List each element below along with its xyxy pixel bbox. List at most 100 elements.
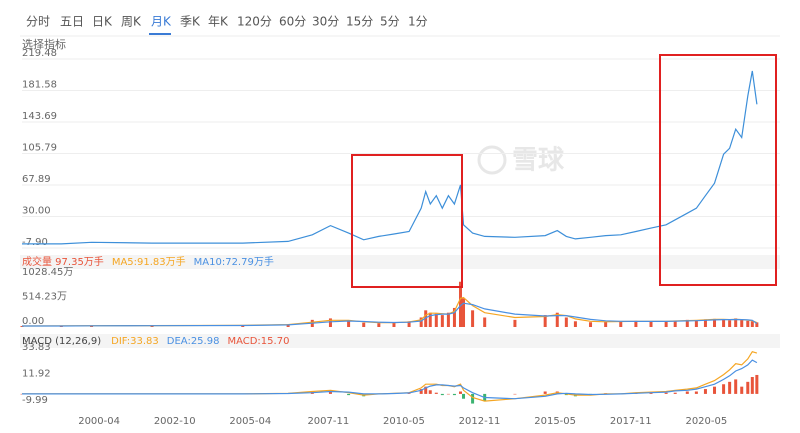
bar xyxy=(513,393,517,395)
bar xyxy=(664,321,668,327)
bar xyxy=(428,312,432,327)
bar xyxy=(634,320,638,327)
legend-entry: 成交量 97.35万手 xyxy=(22,255,104,268)
bar xyxy=(755,322,759,327)
bar xyxy=(434,392,438,394)
bar xyxy=(434,313,438,327)
legend-title: MACD (12,26,9) xyxy=(22,336,101,347)
indicator-selector[interactable]: 选择指标 xyxy=(22,37,66,51)
bar xyxy=(734,379,738,394)
y-tick-label: 219.48 xyxy=(22,48,57,59)
line xyxy=(22,302,758,327)
bar xyxy=(392,322,396,327)
tab[interactable]: 月K xyxy=(151,15,172,29)
y-tick-label: 143.69 xyxy=(22,111,57,122)
bar xyxy=(347,393,351,396)
x-tick-label: 2020-05 xyxy=(685,416,727,427)
bar xyxy=(589,322,593,327)
bar xyxy=(722,319,726,327)
legend-entry: DEA:25.98 xyxy=(167,336,220,347)
tab[interactable]: 60分 xyxy=(279,15,306,29)
bar xyxy=(462,393,466,399)
bar xyxy=(728,381,732,394)
tab[interactable]: 分时 xyxy=(26,15,50,29)
plots: -7.90 30.00 67.89 105.79 143.69 181.58 219.48 0… xyxy=(20,48,780,427)
bar xyxy=(694,320,698,327)
bar xyxy=(419,317,423,327)
tab[interactable]: 5分 xyxy=(380,15,400,29)
tab[interactable]: 30分 xyxy=(312,15,339,29)
y-tick-label: -7.90 xyxy=(22,237,48,248)
bar xyxy=(713,386,717,394)
bar xyxy=(750,321,754,327)
tab[interactable]: 120分 xyxy=(237,15,272,29)
bar xyxy=(377,323,381,327)
tab[interactable]: 五日 xyxy=(60,15,84,29)
y-tick-label: 1028.45万 xyxy=(22,267,73,278)
bar xyxy=(564,317,568,327)
tab[interactable]: 年K xyxy=(208,15,229,29)
line xyxy=(22,70,758,245)
legend-entry: MA5:91.83万手 xyxy=(112,255,186,268)
bar xyxy=(722,384,726,394)
bar xyxy=(471,310,475,327)
bar xyxy=(483,317,487,327)
bar xyxy=(740,319,744,327)
period-tabs: 分时 五日 日K 周K 月K 季K 年K 120分 60分 30分 15分 5分… xyxy=(26,15,428,35)
bar xyxy=(428,390,432,394)
y-tick-label: 30.00 xyxy=(22,205,51,216)
bar xyxy=(471,393,475,404)
bar xyxy=(462,298,466,327)
highlight-box xyxy=(351,154,463,288)
bar xyxy=(543,391,547,394)
bar xyxy=(452,307,456,327)
bar xyxy=(362,322,366,327)
bar xyxy=(555,312,559,327)
bar xyxy=(328,318,332,327)
x-tick-label: 2005-04 xyxy=(229,416,271,427)
bar xyxy=(424,310,428,327)
bar xyxy=(458,281,462,327)
y-tick-label: -9.99 xyxy=(22,395,48,406)
bar xyxy=(407,393,411,394)
bar xyxy=(750,377,754,394)
tab[interactable]: 日K xyxy=(92,15,113,29)
tab[interactable]: 周K xyxy=(121,15,142,29)
bar xyxy=(734,318,738,327)
bar xyxy=(458,391,462,394)
tab[interactable]: 季K xyxy=(180,15,201,29)
bar xyxy=(673,392,677,394)
bar xyxy=(685,391,689,394)
bar xyxy=(673,320,677,327)
bar xyxy=(649,321,653,327)
y-tick-label: 105.79 xyxy=(22,143,57,154)
bar xyxy=(728,320,732,327)
bar xyxy=(746,320,750,327)
bar xyxy=(604,321,608,327)
watermark-logo xyxy=(477,145,507,175)
x-tick-label: 2000-04 xyxy=(78,416,120,427)
bar xyxy=(440,315,444,327)
bar xyxy=(424,386,428,394)
watermark-text: 雪球 xyxy=(512,146,565,176)
legend-band xyxy=(20,334,780,348)
bar xyxy=(286,324,290,327)
bar xyxy=(755,374,759,394)
bar xyxy=(619,321,623,327)
bar xyxy=(685,319,689,327)
tab[interactable]: 15分 xyxy=(346,15,373,29)
x-tick-label: 2012-11 xyxy=(459,416,501,427)
bar xyxy=(543,315,547,327)
tab[interactable]: 1分 xyxy=(408,15,428,29)
y-tick-label: 0.00 xyxy=(22,316,44,327)
bar xyxy=(694,391,698,394)
y-tick-label: 181.58 xyxy=(22,80,57,91)
x-tick-label: 2017-11 xyxy=(610,416,652,427)
bar xyxy=(419,389,423,394)
x-tick-label: 2010-05 xyxy=(383,416,425,427)
legend-entry: MA10:72.79万手 xyxy=(194,255,274,268)
y-tick-label: 514.23万 xyxy=(22,291,67,302)
bar xyxy=(703,389,707,394)
y-tick-label: 11.92 xyxy=(22,369,51,380)
